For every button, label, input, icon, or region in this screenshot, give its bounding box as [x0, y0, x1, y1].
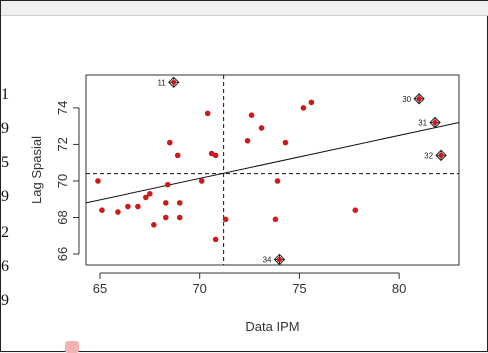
data-point — [416, 96, 422, 102]
axes: 65 70 75 80 66 68 70 72 74 — [55, 101, 406, 296]
data-point — [166, 139, 173, 146]
data-point — [176, 214, 183, 221]
labeled-point: 31 — [418, 116, 441, 129]
data-point — [222, 216, 229, 223]
edge-digit: 1 — [1, 86, 9, 103]
scan-artifact — [65, 341, 79, 353]
data-point — [308, 99, 315, 106]
y-tick-label: 72 — [55, 137, 70, 151]
regression-line — [85, 122, 460, 204]
edge-digit: 2 — [1, 224, 9, 241]
data-point — [147, 190, 153, 197]
x-tick-label: 80 — [392, 281, 406, 296]
data-point — [272, 216, 279, 223]
data-point — [248, 112, 255, 118]
x-axis-label: Data IPM — [245, 319, 299, 334]
data-point — [352, 207, 359, 213]
data-point — [258, 125, 265, 131]
data-point — [171, 79, 177, 85]
point-label: 30 — [402, 95, 411, 104]
data-point — [274, 178, 281, 184]
data-point — [125, 203, 131, 210]
data-point — [99, 207, 105, 213]
data-point — [212, 236, 219, 243]
data-point — [162, 200, 169, 206]
data-point — [212, 152, 219, 159]
plot-area — [85, 74, 460, 266]
edge-digit: 6 — [1, 258, 9, 275]
data-point — [432, 119, 438, 126]
data-point — [151, 222, 157, 228]
reference-lines — [85, 75, 460, 265]
top-strip — [1, 1, 488, 16]
edge-digit: 5 — [1, 154, 9, 171]
diamond-marker — [168, 76, 180, 89]
y-tick-label: 66 — [55, 247, 70, 261]
labeled-point: 32 — [424, 149, 447, 162]
left-edge-strip: 1 9 5 9 2 6 9 — [1, 15, 15, 353]
x-tick-label: 70 — [192, 281, 206, 296]
data-point — [164, 181, 171, 188]
point-label: 34 — [263, 256, 272, 265]
y-tick-label: 74 — [55, 101, 70, 115]
data-point — [300, 105, 307, 111]
labeled-points: 11 30 31 32 34 — [157, 76, 447, 266]
y-tick-label: 68 — [55, 210, 70, 224]
edge-digit: 9 — [1, 292, 9, 309]
data-points — [95, 99, 359, 243]
data-point — [176, 200, 183, 206]
labeled-point: 30 — [402, 93, 425, 105]
labeled-point: 11 — [157, 76, 180, 89]
data-point — [95, 178, 101, 184]
data-point — [115, 209, 121, 215]
point-label: 32 — [424, 151, 433, 160]
y-tick-label: 70 — [55, 174, 70, 188]
edge-digit: 9 — [1, 120, 9, 137]
data-point — [204, 110, 211, 117]
data-point — [198, 178, 205, 184]
y-axis-label: Lag Spasial — [29, 136, 44, 204]
x-tick-label: 65 — [93, 281, 107, 296]
point-label: 31 — [418, 119, 427, 128]
data-point — [143, 194, 149, 201]
data-point — [135, 203, 141, 210]
data-point — [162, 214, 169, 221]
data-point — [276, 256, 283, 263]
data-point — [282, 139, 289, 146]
data-point — [174, 152, 181, 159]
point-label: 11 — [157, 78, 166, 87]
data-point — [244, 137, 251, 144]
diamond-marker — [435, 149, 447, 162]
x-tick-label: 75 — [292, 281, 306, 296]
data-point — [438, 152, 444, 158]
labeled-point: 34 — [263, 253, 286, 266]
edge-digit: 9 — [1, 188, 9, 205]
